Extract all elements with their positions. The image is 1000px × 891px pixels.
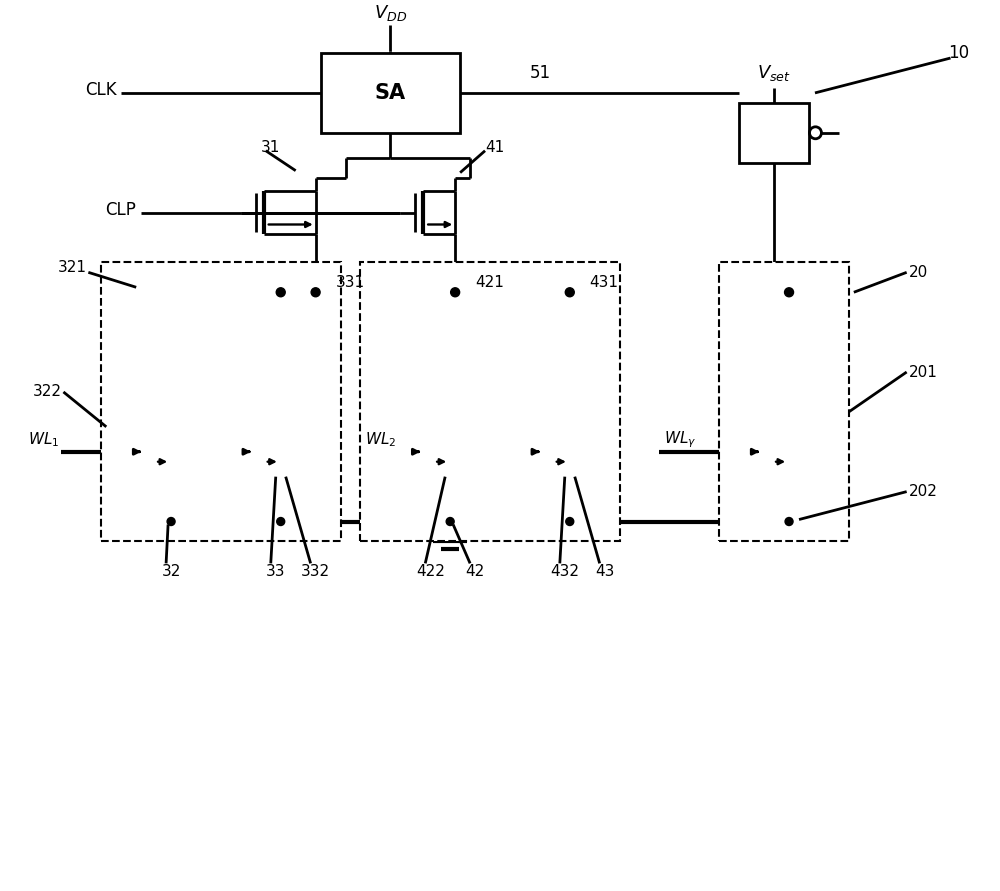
Text: CLK: CLK (85, 81, 116, 99)
Text: $V_{set}$: $V_{set}$ (757, 63, 791, 83)
Text: $V_{DD}$: $V_{DD}$ (374, 4, 407, 23)
Bar (101, 262, 341, 542)
Circle shape (277, 518, 285, 526)
Circle shape (446, 518, 454, 526)
Text: 43: 43 (595, 564, 614, 579)
Text: 332: 332 (301, 564, 330, 579)
Text: SA: SA (375, 83, 406, 103)
Circle shape (785, 288, 794, 297)
Circle shape (566, 518, 574, 526)
Text: 431: 431 (590, 274, 619, 290)
Bar (241, 302, 321, 432)
Text: 42: 42 (465, 564, 485, 579)
Circle shape (451, 288, 460, 297)
Text: 432: 432 (550, 564, 579, 579)
Bar (410, 302, 490, 432)
Bar (749, 302, 829, 432)
Text: $WL_2$: $WL_2$ (365, 430, 397, 449)
Text: 33: 33 (266, 564, 285, 579)
Text: 202: 202 (909, 484, 938, 499)
Text: $WL_\gamma$: $WL_\gamma$ (664, 429, 697, 450)
Text: 421: 421 (475, 274, 504, 290)
Text: CLP: CLP (105, 200, 136, 218)
Text: $WL_1$: $WL_1$ (28, 430, 59, 449)
Text: 20: 20 (909, 265, 928, 280)
Circle shape (565, 288, 574, 297)
Bar (321, 53, 460, 133)
Text: 201: 201 (909, 364, 938, 380)
Text: 331: 331 (336, 274, 365, 290)
Text: 32: 32 (161, 564, 181, 579)
Text: 321: 321 (57, 260, 86, 274)
Text: 422: 422 (416, 564, 445, 579)
Bar (530, 302, 610, 432)
Circle shape (785, 518, 793, 526)
Circle shape (276, 288, 285, 297)
Text: 10: 10 (948, 44, 969, 62)
Circle shape (311, 288, 320, 297)
Bar (131, 302, 211, 432)
Bar (719, 262, 849, 542)
Text: 51: 51 (529, 64, 550, 82)
Text: 31: 31 (261, 140, 280, 155)
Circle shape (167, 518, 175, 526)
Text: 41: 41 (485, 140, 504, 155)
Bar (739, 102, 809, 163)
Bar (360, 262, 620, 542)
Text: 322: 322 (32, 384, 61, 399)
